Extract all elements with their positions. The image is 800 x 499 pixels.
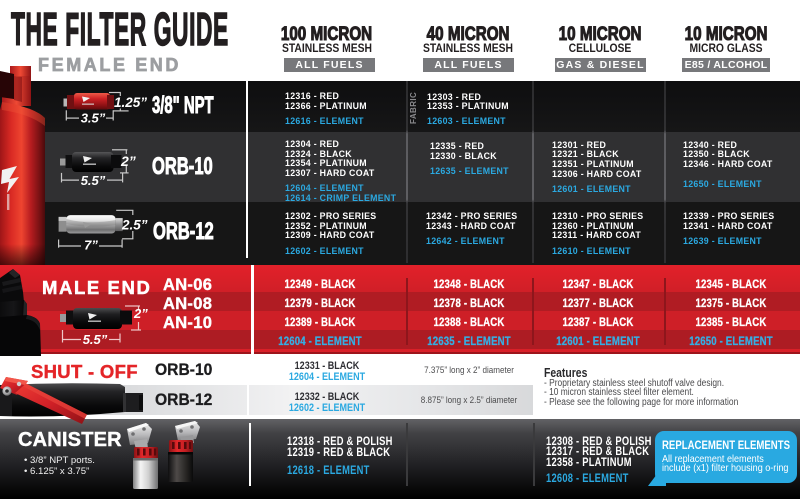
svg-text:2”: 2” [133, 306, 148, 321]
svg-text:5.5”: 5.5” [83, 332, 108, 347]
svg-text:7”: 7” [84, 238, 98, 253]
svg-text:5.5”: 5.5” [81, 173, 106, 188]
svg-text:2”: 2” [120, 153, 136, 169]
svg-text:1.25”: 1.25” [114, 95, 147, 110]
svg-text:2.5”: 2.5” [121, 217, 148, 232]
svg-text:3.5”: 3.5” [81, 111, 106, 126]
